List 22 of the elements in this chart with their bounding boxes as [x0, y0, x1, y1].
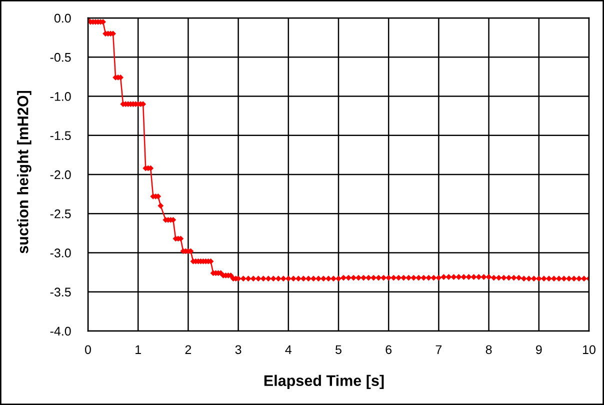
x-tick-label: 7 [436, 345, 442, 354]
x-tick-label: 10 [583, 345, 596, 354]
x-tick-label: 3 [235, 345, 242, 354]
y-tick-label: -0.5 [50, 52, 71, 62]
y-tick-label: 0.0 [54, 14, 71, 23]
x-tick-label: 1 [136, 345, 141, 354]
x-tick-label: 8 [486, 345, 492, 354]
y-tick-label: -1.5 [50, 131, 71, 140]
x-tick-label: 9 [536, 345, 542, 354]
x-tick-label: 2 [185, 345, 192, 354]
x-tick-label: 5 [336, 345, 342, 354]
y-tick-label: -3.5 [50, 288, 71, 297]
y-tick-label: -2.0 [50, 170, 71, 180]
y-tick-label: -2.5 [50, 209, 71, 218]
y-tick-label: -1.0 [50, 92, 71, 101]
y-tick-label: -3.0 [50, 248, 71, 258]
x-tick-label: 0 [85, 345, 91, 354]
x-tick-label: 6 [386, 345, 392, 354]
y-tick-label: -4.0 [50, 326, 71, 336]
y-axis-title: suction height [mH2O] [17, 90, 32, 254]
x-tick-label: 4 [285, 345, 292, 354]
x-axis-title: Elapsed Time [s] [264, 374, 384, 390]
